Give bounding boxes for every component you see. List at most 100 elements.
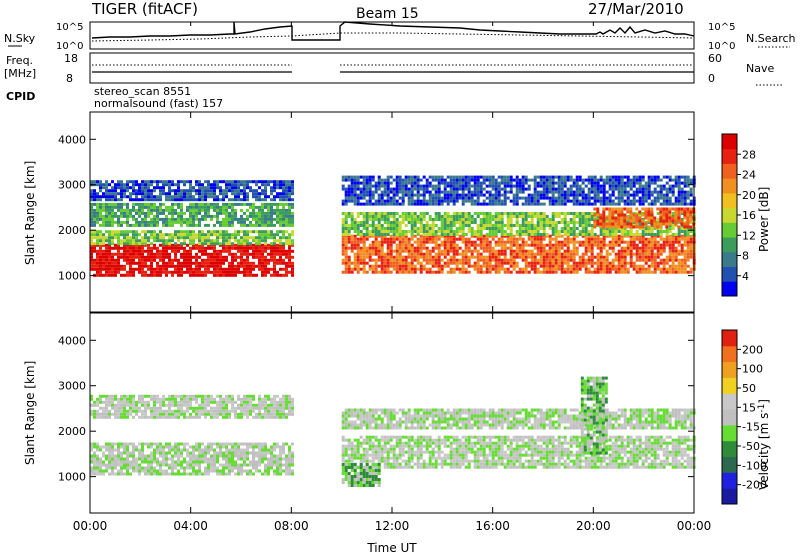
heatmap-cell-0-4	[521, 255, 525, 259]
heatmap-cell-0-5	[497, 230, 501, 233]
heatmap-cell-0-3	[183, 189, 186, 193]
heatmap-cell-0-2	[93, 217, 96, 221]
heatmap-cell-0-4	[545, 267, 549, 271]
heatmap-cell-0-5	[557, 221, 561, 224]
heatmap-cell-0-0	[108, 243, 111, 247]
heatmap-cell-0-2	[93, 214, 96, 218]
heatmap-cell-0-4	[422, 237, 426, 241]
heatmap-cell-0-4	[344, 261, 348, 265]
heatmap-cell-0-6	[494, 187, 498, 191]
heatmap-cell-0-0	[207, 255, 210, 259]
heatmap-cell-0-4	[587, 267, 591, 271]
heatmap-cell-0-5	[527, 224, 531, 227]
heatmap-cell-0-6	[635, 181, 639, 185]
heatmap-cell-0-7	[605, 216, 609, 220]
heatmap-cell-0-0	[246, 261, 249, 265]
heatmap-cell-0-1	[228, 239, 231, 243]
heatmap-cell-0-4	[605, 234, 609, 238]
heatmap-cell-0-2	[147, 220, 150, 224]
heatmap-cell-0-4	[641, 252, 645, 256]
heatmap-cell-0-2	[240, 214, 243, 218]
heatmap-cell-0-2	[291, 202, 294, 206]
heatmap-cell-0-5	[404, 215, 408, 218]
heatmap-cell-0-2	[255, 211, 258, 215]
heatmap-cell-0-4	[581, 264, 585, 268]
heatmap-cell-0-4	[488, 264, 492, 268]
heatmap-cell-0-0	[222, 270, 225, 274]
heatmap-cell-0-3	[261, 198, 264, 202]
nave-label: Nave	[746, 62, 774, 75]
heatmap-cell-0-6	[497, 202, 501, 206]
heatmap-cell-0-6	[449, 187, 453, 191]
heatmap-cell-0-6	[551, 181, 555, 185]
heatmap-cell-0-4	[644, 255, 648, 259]
heatmap-cell-0-2	[135, 223, 138, 227]
heatmap-cell-0-4	[626, 261, 630, 265]
heatmap-cell-0-3	[180, 189, 183, 193]
heatmap-cell-0-4	[398, 240, 402, 244]
heatmap-cell-0-0	[228, 267, 231, 271]
heatmap-cell-0-4	[353, 237, 357, 241]
heatmap-cell-0-0	[258, 255, 261, 259]
heatmap-cell-0-3	[105, 186, 108, 190]
heatmap-cell-0-0	[291, 243, 294, 247]
heatmap-cell-0-7	[647, 207, 651, 211]
heatmap-cell-0-1	[153, 233, 156, 237]
heatmap-cell-0-4	[539, 255, 543, 259]
heatmap-cell-0-2	[288, 205, 291, 209]
heatmap-cell-0-2	[90, 211, 93, 215]
heatmap-cell-0-5	[416, 233, 420, 236]
heatmap-cell-0-5	[533, 212, 537, 215]
heatmap-cell-0-2	[234, 214, 237, 218]
heatmap-cell-0-4	[599, 252, 603, 256]
heatmap-cell-0-2	[162, 217, 165, 221]
heatmap-cell-0-6	[572, 190, 576, 194]
heatmap-cell-0-6	[428, 193, 432, 197]
heatmap-cell-0-6	[638, 202, 642, 206]
heatmap-cell-0-2	[225, 223, 228, 227]
heatmap-cell-0-7	[653, 219, 657, 223]
heatmap-cell-0-5	[587, 233, 591, 236]
heatmap-cell-0-4	[527, 270, 531, 274]
heatmap-cell-0-6	[362, 178, 366, 182]
heatmap-cell-0-2	[150, 202, 153, 206]
heatmap-cell-0-4	[620, 234, 624, 238]
heatmap-cell-0-3	[225, 192, 228, 196]
heatmap-cell-0-6	[473, 199, 477, 203]
heatmap-cell-0-7	[644, 210, 648, 214]
heatmap-cell-0-6	[647, 202, 651, 206]
heatmap-cell-0-6	[587, 202, 591, 206]
heatmap-cell-0-6	[416, 202, 420, 206]
heatmap-cell-0-2	[189, 220, 192, 224]
heatmap-cell-0-5	[545, 218, 549, 221]
heatmap-cell-0-3	[198, 180, 201, 184]
heatmap-cell-0-6	[542, 202, 546, 206]
heatmap-cell-0-3	[192, 195, 195, 199]
heatmap-cell-0-4	[671, 267, 675, 271]
heatmap-cell-0-7	[677, 210, 681, 214]
heatmap-cell-0-7	[617, 225, 621, 229]
heatmap-cell-0-3	[153, 195, 156, 199]
heatmap-cell-0-4	[446, 246, 450, 250]
heatmap-cell-0-5	[506, 212, 510, 215]
heatmap-cell-0-4	[440, 258, 444, 262]
heatmap-cell-0-4	[470, 243, 474, 247]
heatmap-cell-0-5	[524, 218, 528, 221]
heatmap-cell-0-4	[479, 258, 483, 262]
heatmap-cell-0-0	[117, 252, 120, 256]
heatmap-cell-0-4	[653, 270, 657, 274]
heatmap-cell-0-2	[99, 205, 102, 209]
heatmap-cell-0-6	[521, 184, 525, 188]
heatmap-cell-0-4	[662, 258, 666, 262]
heatmap-cell-0-4	[500, 264, 504, 268]
heatmap-cell-0-4	[680, 267, 684, 271]
heatmap-cell-0-5	[485, 227, 489, 230]
heatmap-cell-0-2	[249, 220, 252, 224]
heatmap-cell-0-0	[123, 246, 126, 250]
heatmap-cell-0-2	[228, 205, 231, 209]
heatmap-cell-0-0	[255, 273, 258, 277]
heatmap-cell-0-6	[566, 199, 570, 203]
heatmap-cell-0-3	[150, 183, 153, 187]
heatmap-cell-0-3	[279, 183, 282, 187]
heatmap-cell-0-4	[392, 267, 396, 271]
